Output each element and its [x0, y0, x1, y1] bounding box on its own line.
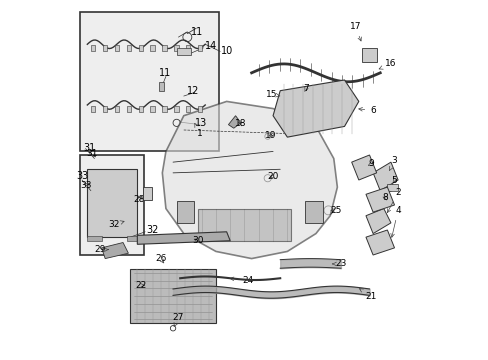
- Bar: [126, 106, 131, 112]
- Bar: [91, 106, 95, 112]
- Text: 26: 26: [155, 254, 166, 263]
- Text: 12: 12: [187, 86, 199, 96]
- Polygon shape: [162, 102, 337, 258]
- Text: 11: 11: [159, 68, 171, 78]
- Bar: [174, 106, 178, 112]
- Polygon shape: [365, 208, 390, 234]
- Polygon shape: [102, 243, 128, 258]
- Polygon shape: [305, 202, 323, 223]
- Bar: [176, 48, 190, 55]
- Text: 19: 19: [264, 131, 275, 140]
- Text: 11: 11: [190, 27, 203, 37]
- Bar: [386, 184, 397, 191]
- Bar: [115, 45, 119, 51]
- Polygon shape: [365, 187, 394, 212]
- Bar: [142, 187, 151, 200]
- Bar: [362, 48, 376, 62]
- Bar: [198, 106, 202, 112]
- Polygon shape: [372, 162, 397, 191]
- Text: 15: 15: [265, 90, 279, 99]
- Polygon shape: [228, 116, 241, 128]
- Text: 18: 18: [235, 119, 246, 128]
- Bar: [150, 45, 154, 51]
- Text: 1: 1: [194, 123, 203, 138]
- Text: 27: 27: [172, 313, 183, 327]
- Bar: [91, 45, 95, 51]
- Bar: [115, 106, 119, 112]
- Bar: [138, 45, 142, 51]
- Polygon shape: [130, 269, 216, 323]
- Text: 29: 29: [94, 245, 108, 254]
- Text: 5: 5: [391, 176, 397, 185]
- Text: 8: 8: [382, 193, 387, 202]
- Text: 16: 16: [378, 59, 396, 69]
- Text: 17: 17: [349, 22, 361, 41]
- Bar: [126, 45, 131, 51]
- Text: 23: 23: [332, 260, 346, 269]
- Text: 10: 10: [221, 46, 233, 57]
- Text: 32: 32: [108, 220, 124, 229]
- Bar: [186, 106, 190, 112]
- Text: 7: 7: [303, 84, 308, 93]
- Text: 21: 21: [359, 289, 376, 301]
- Polygon shape: [351, 155, 376, 180]
- Text: 24: 24: [230, 275, 253, 284]
- Bar: [126, 237, 141, 241]
- Polygon shape: [176, 202, 194, 223]
- Polygon shape: [137, 232, 230, 244]
- Text: 20: 20: [267, 172, 278, 181]
- Text: 28: 28: [133, 195, 144, 204]
- Bar: [80, 155, 144, 255]
- Bar: [162, 106, 166, 112]
- Bar: [198, 45, 202, 51]
- Text: 31: 31: [86, 149, 97, 158]
- Polygon shape: [272, 80, 358, 137]
- Bar: [159, 82, 164, 91]
- Polygon shape: [87, 169, 137, 237]
- Text: 33: 33: [77, 171, 89, 181]
- Bar: [87, 237, 102, 241]
- Text: 33: 33: [80, 181, 91, 190]
- Polygon shape: [365, 230, 394, 255]
- Text: 25: 25: [329, 206, 341, 215]
- Text: 2: 2: [386, 188, 400, 213]
- Bar: [102, 106, 107, 112]
- Bar: [186, 45, 190, 51]
- Bar: [102, 45, 107, 51]
- Bar: [138, 106, 142, 112]
- Bar: [150, 106, 154, 112]
- Text: 9: 9: [367, 159, 373, 168]
- Text: 32: 32: [146, 225, 158, 235]
- Text: 14: 14: [205, 41, 217, 51]
- Bar: [80, 12, 219, 152]
- Text: 3: 3: [389, 156, 397, 170]
- Text: 22: 22: [135, 281, 146, 290]
- Text: 6: 6: [358, 106, 375, 115]
- Bar: [174, 45, 178, 51]
- Text: 31: 31: [83, 143, 96, 153]
- Polygon shape: [198, 208, 290, 241]
- Bar: [162, 45, 166, 51]
- Text: 30: 30: [192, 236, 203, 245]
- Text: 4: 4: [390, 206, 400, 237]
- Text: 13: 13: [194, 118, 206, 128]
